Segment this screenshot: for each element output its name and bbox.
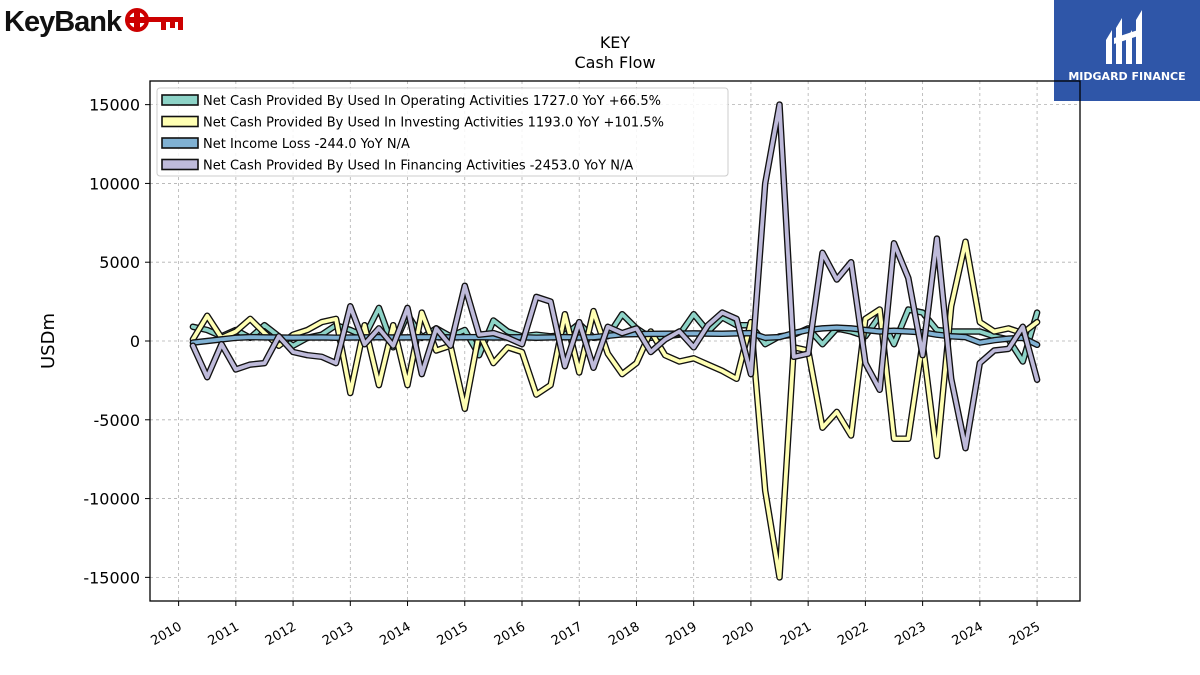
legend-swatch (161, 115, 199, 128)
x-tick-label: 2013 (320, 619, 356, 649)
x-tick-label: 2019 (664, 619, 700, 649)
series-lines (189, 101, 1041, 581)
series-4 (189, 101, 1041, 452)
y-tick-label: 15000 (89, 96, 140, 115)
legend-entry-label: Net Cash Provided By Used In Operating A… (203, 94, 661, 109)
y-tick-label: -10000 (83, 490, 140, 509)
series-line (190, 325, 1039, 347)
legend-entry-label: Net Cash Provided By Used In Financing A… (203, 159, 633, 174)
x-tick-label: 2022 (835, 619, 871, 649)
legend-entry-label: Net Income Loss -244.0 YoY N/A (203, 137, 410, 152)
legend-swatch (161, 158, 199, 171)
series-3 (189, 324, 1041, 349)
series-2 (189, 238, 1041, 581)
midgard-finance-logo-text: MIDGARD FINANCE (1068, 70, 1186, 83)
x-tick-label: 2021 (778, 619, 814, 649)
series-line (190, 239, 1039, 580)
y-tick-label: -5000 (94, 411, 141, 430)
legend-entry-label: Net Cash Provided By Used In Investing A… (203, 116, 664, 131)
chart-title: KEY (600, 33, 631, 52)
y-tick-label: 10000 (89, 174, 140, 193)
x-tick-label: 2014 (377, 619, 413, 649)
legend-swatch (161, 94, 199, 106)
legend-swatch (161, 137, 199, 149)
series-line (190, 102, 1039, 451)
x-tick-label: 2025 (1007, 619, 1043, 649)
y-tick-label: 5000 (99, 253, 140, 272)
x-tick-label: 2023 (892, 619, 928, 649)
x-tick-label: 2018 (606, 619, 642, 649)
legend: Net Cash Provided By Used In Operating A… (156, 87, 729, 177)
midgard-finance-logo: MIDGARD FINANCE (1054, 0, 1200, 101)
y-tick-label: 0 (130, 332, 140, 351)
midgard-emblem-icon (1106, 10, 1142, 64)
x-tick-label: 2015 (435, 619, 471, 649)
series-1 (189, 304, 1041, 365)
y-tick-label: -15000 (83, 568, 140, 587)
x-tick-label: 2012 (263, 619, 299, 649)
x-tick-label: 2010 (148, 619, 184, 649)
x-tick-label: 2016 (492, 619, 528, 649)
legend-box (156, 87, 729, 177)
axis-ticks: -15000 -10000 -5000 0 5000 10000 15000 2010 2011… (83, 96, 1043, 649)
keybank-logo: KeyBank (4, 4, 187, 40)
x-tick-label: 2011 (206, 619, 242, 649)
y-axis-label: USDm (38, 313, 59, 369)
x-tick-label: 2024 (950, 619, 986, 649)
x-tick-label: 2020 (721, 619, 757, 649)
chart-subtitle: Cash Flow (574, 53, 655, 72)
keybank-logo-text: KeyBank (4, 5, 122, 38)
series-line (190, 305, 1039, 364)
key-icon (125, 8, 184, 32)
x-tick-label: 2017 (549, 619, 585, 649)
